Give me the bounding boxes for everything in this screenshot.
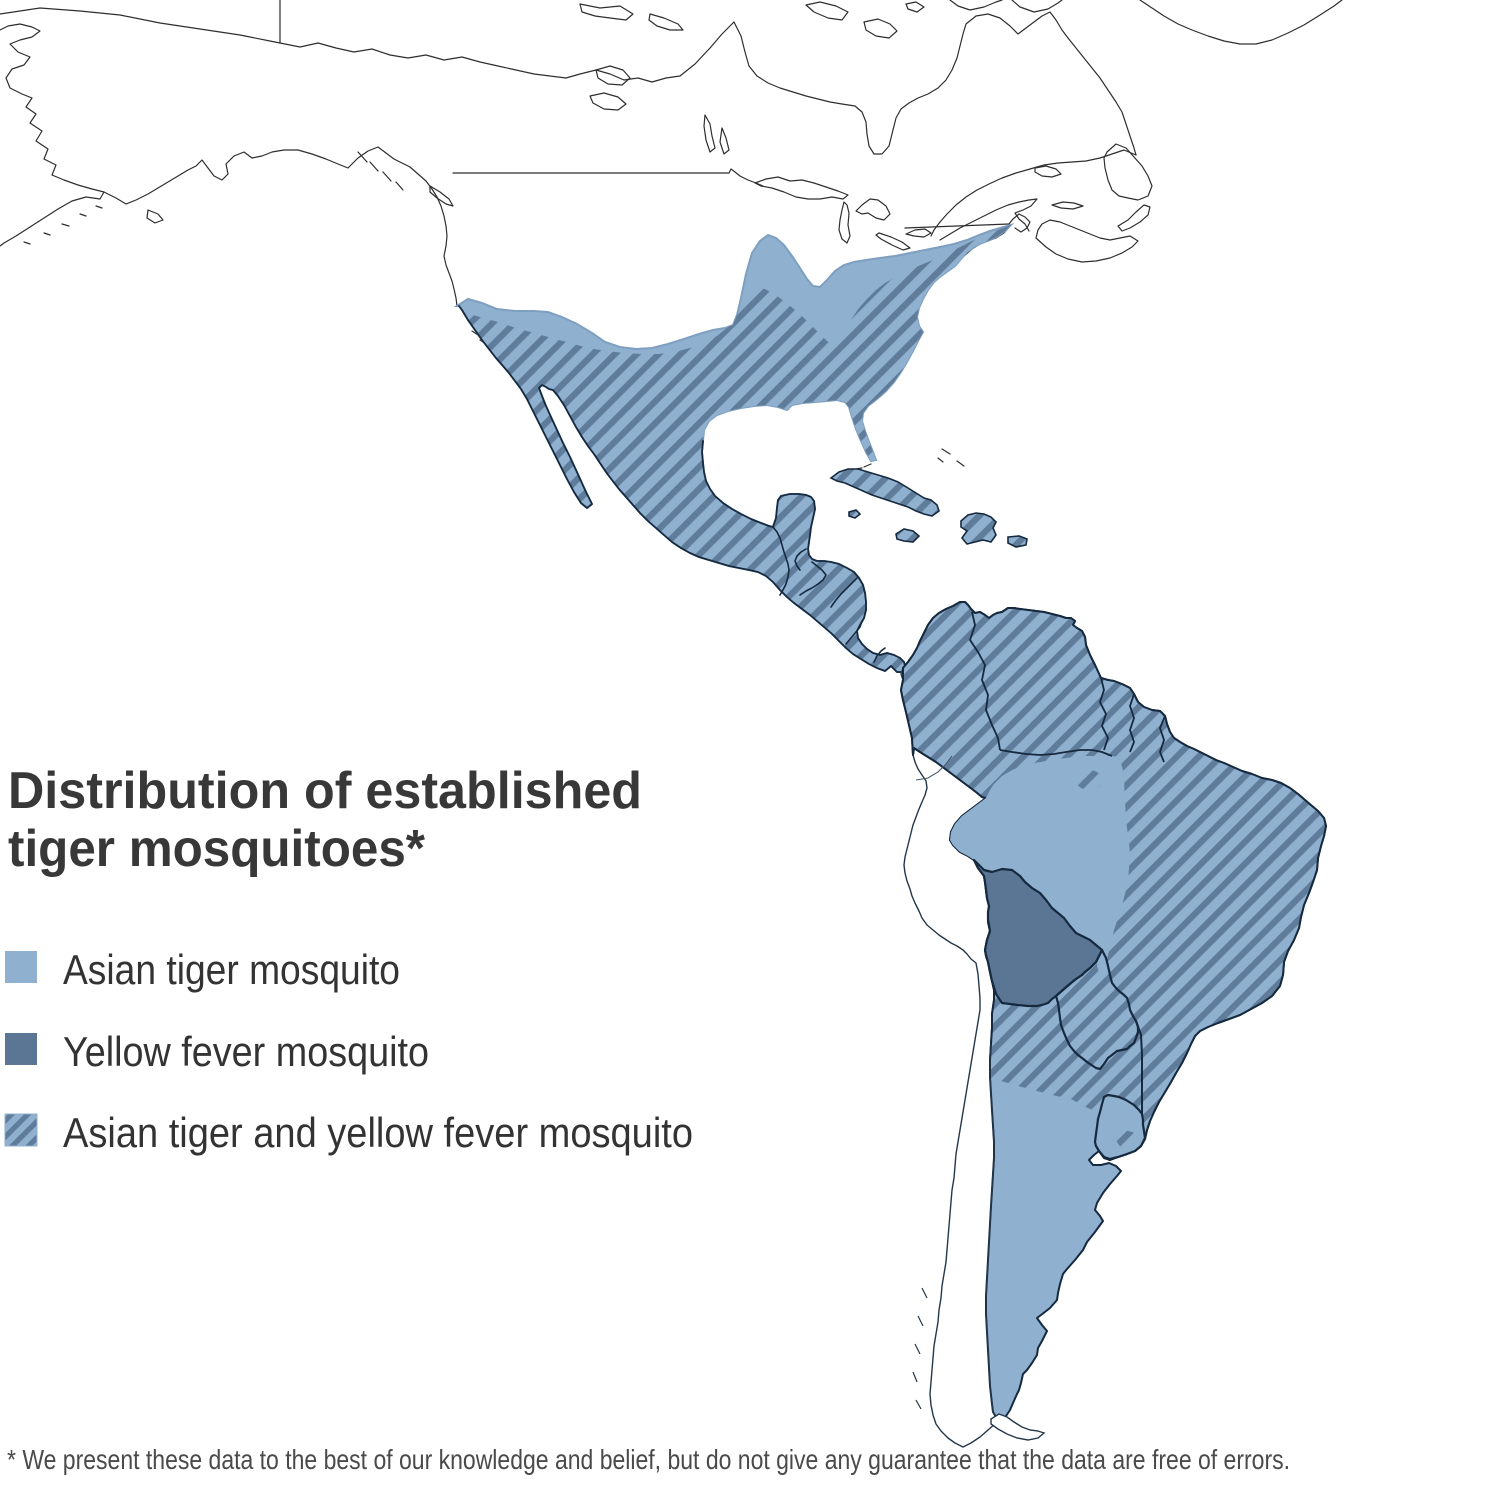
svg-text:Distribution of established: Distribution of established	[8, 762, 642, 820]
svg-text:tiger mosquitoes*: tiger mosquitoes*	[8, 820, 426, 878]
svg-text:* We present these data to the: * We present these data to the best of o…	[7, 1444, 1290, 1475]
svg-text:Asian tiger mosquito: Asian tiger mosquito	[63, 946, 400, 993]
svg-text:Asian tiger and yellow fever m: Asian tiger and yellow fever mosquito	[63, 1109, 693, 1156]
svg-text:Yellow fever mosquito: Yellow fever mosquito	[63, 1028, 429, 1075]
